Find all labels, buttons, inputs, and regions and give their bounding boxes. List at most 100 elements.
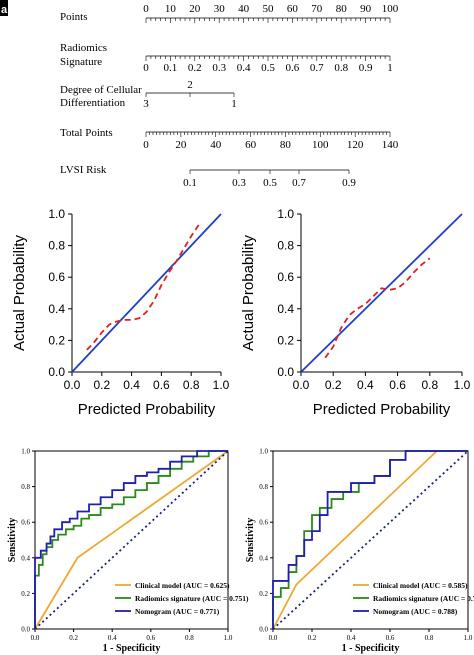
calibration-plot-left: 0.0 0.2 0.4 0.6 0.8 1.0 0.0 0.2 0.4 0.6 0.8 1.0 Pred… (11, 207, 230, 418)
row-label-lvsi: LVSI Risk (60, 164, 107, 176)
x-axis-title: Predicted Probability (313, 401, 451, 418)
tick-label-lvsi: 0.1 (183, 177, 197, 189)
row-label-differentiation-2: Differentiation (60, 97, 126, 109)
y-tick-label: 0.8 (259, 483, 268, 491)
x-axis-title: 1 - Specificity (103, 643, 161, 654)
legend-label: Nomogram (AUC = 0.788) (373, 607, 458, 616)
y-tick-label: 0.6 (48, 270, 65, 284)
tick-label-points: 20 (189, 3, 201, 15)
tick-label-points: 70 (311, 3, 323, 15)
y-tick-label: 0.4 (48, 302, 65, 316)
y-tick-label: 0.4 (259, 554, 268, 562)
row-label-radiomics-2: Signature (60, 56, 102, 68)
roc-plot-left: 0.0 0.2 0.4 0.6 0.8 1.0 0.0 0.2 0.4 0.6 0.8 1.0 1 - … (7, 448, 249, 655)
roc-curve (34, 450, 228, 629)
row-label-differentiation: Degree of Cellular (60, 84, 142, 96)
y-tick-label: 0.0 (259, 626, 268, 634)
tick-label-lvsi: 0.7 (292, 177, 306, 189)
x-tick-label: 1.0 (464, 634, 473, 642)
panel-a: a (0, 0, 8, 16)
x-tick-label: 0.6 (386, 634, 395, 642)
x-tick-label: 1.0 (224, 634, 233, 642)
tick-label-lvsi: 0.9 (342, 177, 356, 189)
y-tick-label: 0.0 (48, 365, 65, 379)
panel-label-box (0, 0, 8, 16)
roc-curve (272, 450, 468, 629)
tick-label-radiomics: 1 (387, 62, 393, 74)
x-tick-label: 0.6 (153, 378, 170, 392)
tick-label-total: 100 (312, 139, 329, 151)
x-tick-label: 0.0 (31, 634, 40, 642)
y-tick-label: 0.4 (21, 554, 30, 562)
row-label-radiomics: Radiomics (60, 42, 107, 54)
tick-label-points: 60 (287, 3, 299, 15)
y-tick-label: 0.8 (48, 239, 65, 253)
x-tick-label: 0.0 (293, 378, 310, 392)
tick-label-differentiation: 2 (187, 79, 193, 91)
plot-frame (34, 450, 229, 630)
tick-label-radiomics: 0.6 (286, 62, 300, 74)
tick-label-radiomics: 0.8 (334, 62, 348, 74)
y-tick-label: 0.2 (48, 333, 65, 347)
tick-label-total: 120 (347, 139, 364, 151)
reference-diagonal (34, 450, 229, 630)
y-axis-title: Sensitivity (7, 518, 18, 562)
x-tick-label: 0.6 (389, 378, 406, 392)
y-axis-title: Actual Probability (11, 235, 28, 351)
x-tick-label: 0.4 (357, 378, 374, 392)
legend-label: Radiomics signature (AUC = 0.781) (373, 594, 474, 603)
y-tick-label: 0.4 (277, 302, 294, 316)
x-tick-label: 0.8 (185, 634, 194, 642)
x-tick-label: 0.2 (93, 378, 110, 392)
tick-label-radiomics: 0.9 (359, 62, 373, 74)
x-tick-label: 0.4 (123, 378, 140, 392)
x-tick-label: 0.0 (64, 378, 81, 392)
tick-label-total: 60 (245, 139, 257, 151)
x-tick-label: 1.0 (213, 378, 230, 392)
roc-plot-right: 0.0 0.2 0.4 0.6 0.8 1.0 0.0 0.2 0.4 0.6 0.8 1.0 1 - … (245, 448, 474, 655)
x-axis-title: Predicted Probability (78, 401, 216, 418)
y-tick-label: 0.2 (21, 590, 30, 598)
y-tick-label: 0.8 (21, 483, 30, 491)
tick-label-points: 100 (382, 3, 399, 15)
tick-label-points: 30 (214, 3, 226, 15)
tick-label-points: 40 (238, 3, 250, 15)
ideal-line (300, 213, 463, 373)
tick-label-radiomics: 0.4 (237, 62, 251, 74)
y-tick-label: 1.0 (277, 207, 294, 221)
x-tick-label: 0.8 (183, 378, 200, 392)
row-label-points: Points (60, 11, 88, 23)
y-tick-label: 0.0 (21, 626, 30, 634)
tick-label-lvsi: 0.5 (263, 177, 277, 189)
roc-curve (34, 450, 229, 630)
tick-label-radiomics: 0.3 (212, 62, 226, 74)
tick-label-lvsi: 0.3 (232, 177, 246, 189)
legend-label: Clinical model (AUC = 0.585) (373, 581, 468, 590)
tick-label-total: 0 (143, 139, 149, 151)
calibration-curve (86, 224, 200, 351)
x-tick-label: 0.2 (325, 378, 342, 392)
y-tick-label: 0.0 (277, 365, 294, 379)
tick-label-points: 10 (165, 3, 177, 15)
x-tick-label: 0.8 (425, 634, 434, 642)
tick-label-points: 50 (263, 3, 275, 15)
y-tick-label: 0.8 (277, 239, 294, 253)
tick-label-points: 80 (336, 3, 348, 15)
y-axis-title: Sensitivity (245, 518, 256, 562)
tick-label-radiomics: 0.7 (310, 62, 324, 74)
x-tick-label: 1.0 (454, 378, 471, 392)
y-tick-label: 1.0 (48, 207, 65, 221)
tick-label-total: 140 (382, 139, 399, 151)
tick-label-total: 40 (210, 139, 222, 151)
reference-diagonal (272, 450, 469, 630)
y-axis-title: Actual Probability (240, 235, 257, 351)
legend-label: Radiomics signature (AUC = 0.751) (135, 594, 249, 603)
x-tick-label: 0.4 (347, 634, 356, 642)
x-axis-title: 1 - Specificity (342, 643, 400, 654)
calibration-plot-right: 0.0 0.2 0.4 0.6 0.8 1.00.00.20.40.60.81.0Pred… (240, 207, 471, 418)
x-tick-label: 0.2 (69, 634, 78, 642)
y-tick-label: 1.0 (259, 448, 268, 456)
y-tick-label: 0.2 (259, 590, 268, 598)
